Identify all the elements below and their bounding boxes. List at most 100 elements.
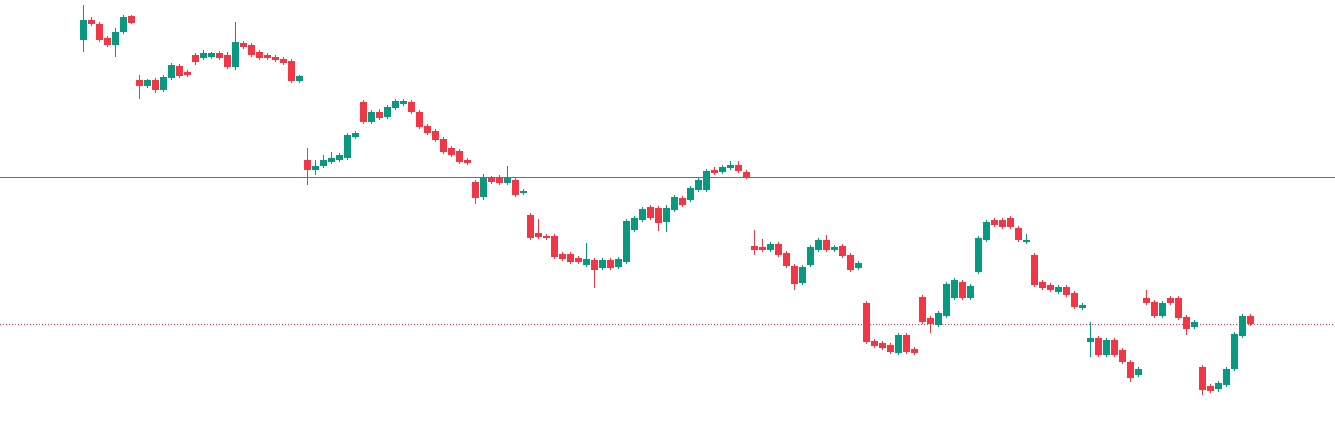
candle-body [927, 318, 934, 324]
candle-body [983, 222, 990, 240]
candle-body [192, 55, 199, 62]
candle-body [559, 254, 566, 259]
candle-body [679, 198, 686, 205]
candle-body [112, 32, 119, 45]
candle-body [735, 165, 742, 171]
candle-body [703, 171, 710, 190]
candle-body [799, 267, 806, 283]
candle-body [639, 209, 646, 220]
candle-body [607, 260, 614, 268]
candle-body [855, 263, 862, 268]
candle-body [232, 42, 239, 67]
candle-body [1247, 316, 1254, 324]
candle-body [472, 182, 479, 198]
candle-body [408, 102, 415, 112]
candle-body [352, 133, 359, 137]
candle-body [384, 107, 391, 117]
candle-body [1207, 386, 1214, 391]
candle-body [879, 343, 886, 348]
candle-body [392, 101, 399, 108]
candle-body [591, 260, 598, 270]
candle-body [903, 335, 910, 352]
candle-body [935, 313, 942, 325]
candle-body [567, 254, 574, 262]
candle-body [1111, 340, 1118, 355]
candle-body [208, 53, 215, 57]
candle-body [991, 220, 998, 225]
candle-body [184, 72, 191, 75]
candle-body [320, 160, 327, 166]
candle-body [248, 45, 255, 55]
candle-body [488, 178, 495, 182]
candle-body [360, 102, 367, 122]
candle-body [520, 191, 527, 193]
candle-body [775, 244, 782, 255]
candle-body [1191, 322, 1198, 327]
candle-body [1007, 218, 1014, 227]
candle-body [120, 17, 127, 32]
candle-body [376, 112, 383, 118]
candle-body [975, 238, 982, 272]
candle-body [831, 247, 838, 250]
candle-body [583, 259, 590, 265]
candle-body [416, 112, 423, 127]
candle-body [943, 284, 950, 316]
candle-body [1143, 298, 1150, 303]
candle-body [176, 66, 183, 76]
candle-body [88, 20, 95, 24]
candle-body [663, 208, 670, 222]
candle-body [743, 172, 750, 177]
candle-body [695, 180, 702, 190]
candle-body [623, 221, 630, 262]
candle-body [1119, 350, 1126, 362]
candle-body [168, 65, 175, 78]
candle-body [1183, 317, 1190, 329]
candle-body [767, 244, 774, 250]
candle-body [1063, 287, 1070, 295]
candle-body [296, 76, 303, 81]
candle-body [1095, 338, 1102, 355]
candle-body [344, 135, 351, 158]
candle-body [687, 188, 694, 200]
candle-body [1055, 287, 1062, 292]
candle-body [951, 280, 958, 298]
candle-body [751, 246, 758, 250]
candle-body [400, 101, 407, 104]
candle-body [336, 155, 343, 160]
candle-body [527, 215, 534, 238]
candle-body [807, 247, 814, 265]
candle-body [480, 178, 487, 197]
candle-body [200, 53, 207, 58]
candle-body [1031, 255, 1038, 285]
candle-body [464, 160, 471, 163]
candle-body [999, 220, 1006, 227]
candle-body [96, 24, 103, 40]
candle-body [847, 255, 854, 270]
candle-body [711, 170, 718, 173]
candle-body [1127, 362, 1134, 378]
candle-body [368, 112, 375, 122]
candle-body [152, 80, 159, 90]
candle-body [80, 20, 87, 40]
candle-body [1135, 369, 1142, 375]
candle-body [1223, 369, 1230, 385]
candle-body [160, 77, 167, 90]
candle-body [887, 345, 894, 352]
candle-body [224, 55, 231, 67]
candle-body [432, 131, 439, 140]
candle-body [1015, 228, 1022, 240]
candle-body [599, 260, 606, 268]
candle-body [1167, 298, 1174, 303]
candle-body [575, 258, 582, 262]
candle-body [655, 208, 662, 223]
candle-body [280, 59, 287, 63]
candle-body [104, 38, 111, 45]
candle-body [551, 236, 558, 257]
candle-body [136, 80, 143, 86]
candle-body [256, 52, 263, 58]
candle-body [783, 253, 790, 266]
candle-body [1231, 334, 1238, 369]
candle-body [496, 177, 503, 183]
candle-body [328, 158, 335, 162]
